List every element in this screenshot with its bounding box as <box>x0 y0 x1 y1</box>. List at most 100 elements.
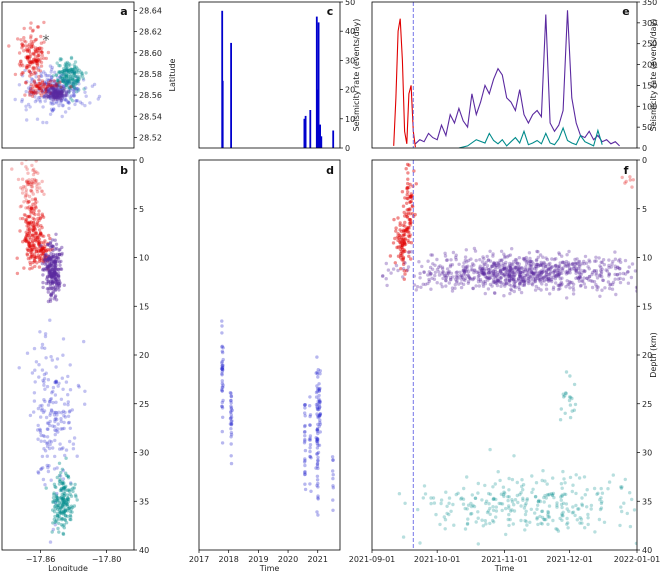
y-tick-label: 10 <box>345 115 355 124</box>
scatter-point-mid_band <box>608 283 612 287</box>
scatter-point-mid_band <box>512 274 517 278</box>
scatter-point-deep_teal_band <box>444 490 448 494</box>
scatter-point-deep_teal_band <box>473 496 478 500</box>
scatter-point-mid <box>51 98 55 102</box>
scatter-point-mid_band <box>594 283 598 287</box>
scatter-point-mid_band <box>451 250 456 255</box>
scatter-point-deep_blue <box>46 465 50 470</box>
scatter-point-shallow <box>33 55 38 59</box>
scatter-point-mid_band <box>494 263 498 268</box>
scatter-point-mid_band <box>630 262 635 266</box>
scatter-point-mid_band <box>570 267 574 271</box>
scatter-point-mid_band <box>543 274 547 278</box>
scatter-point-shallow <box>21 43 25 48</box>
scatter-point-deep_teal_band <box>539 521 543 525</box>
scatter-point-shallow <box>38 46 42 50</box>
scatter-point-deep_blue <box>43 346 47 350</box>
scatter-point-deep_teal_scatter <box>572 408 576 412</box>
scatter-point-shallow <box>31 228 35 232</box>
scatter-point-mid <box>50 274 55 278</box>
scatter-point-mid <box>57 91 61 95</box>
scatter-point-shallow_late <box>640 187 643 190</box>
scatter-point-mid <box>50 281 55 285</box>
scatter-point-mid_band <box>498 276 502 280</box>
scatter-point-deep_teal_scatter <box>564 391 568 395</box>
scatter-point-burst_2021a <box>316 481 320 486</box>
scatter-point-mid_band <box>557 264 561 268</box>
scatter-point-mid <box>48 263 53 268</box>
scatter-point-deep_teal_band <box>564 492 568 497</box>
scatter-point-shallow_early <box>400 243 405 248</box>
scatter-point-burst_2021a <box>315 446 320 450</box>
scatter-point-deep_teal_band <box>531 487 535 491</box>
scatter-point-mid <box>53 96 58 100</box>
scatter-point-mid <box>49 251 53 256</box>
scatter-point-mid_band <box>519 279 524 284</box>
scatter-point-mid_band <box>502 266 506 271</box>
x-tick-label: 2021-09-01 <box>349 555 396 564</box>
panel-label-e: e <box>622 5 629 18</box>
scatter-point-shallow <box>24 239 28 243</box>
scatter-point-deep_blue <box>51 102 55 106</box>
scatter-point-deep_blue <box>40 368 45 372</box>
scatter-point-mid <box>52 94 57 98</box>
scatter-point-shallow <box>40 53 44 58</box>
scatter-point-deep_teal_band <box>493 482 497 486</box>
scatter-point-mid_band <box>597 273 602 277</box>
scatter-point-mid <box>51 244 55 248</box>
scatter-point-deep_blue <box>74 99 79 103</box>
scatter-point-mid_band <box>519 280 523 284</box>
scatter-point-mid <box>42 94 46 99</box>
scatter-point-mid <box>46 265 50 269</box>
scatter-point-deep_blue <box>20 74 25 78</box>
scatter-point-deep_blue <box>38 430 43 435</box>
scatter-point-mid_band <box>537 271 541 276</box>
scatter-point-shallow_side <box>41 251 46 255</box>
scatter-point-deep_teal <box>55 475 59 480</box>
scatter-point-deep_blue <box>51 424 55 428</box>
scatter-point-mid_band <box>552 257 557 262</box>
scatter-point-mid <box>49 258 53 262</box>
scatter-point-deep_teal <box>70 505 75 510</box>
scatter-point-deep_blue <box>50 391 54 395</box>
scatter-point-shallow <box>25 49 30 54</box>
scatter-point-deep_blue <box>51 94 55 98</box>
scatter-point-mid_band <box>459 285 464 290</box>
scatter-point-mid_band <box>550 257 554 261</box>
scatter-point-deep_teal <box>68 517 72 522</box>
scatter-point-mid <box>57 278 61 282</box>
scatter-point-shallow_early <box>401 223 405 227</box>
scatter-point-shallow_trail <box>45 85 49 89</box>
scatter-point-shallow_top <box>10 167 14 171</box>
scatter-point-mid_band <box>505 281 509 285</box>
scatter-point-shallow_top <box>30 177 34 182</box>
scatter-point-mid <box>54 91 58 96</box>
scatter-point-mid <box>53 258 57 263</box>
scatter-point-deep_blue <box>55 75 60 80</box>
scatter-point-burst_2020a <box>302 403 307 407</box>
scatter-point-deep_teal <box>65 67 70 71</box>
scatter-point-mid_band <box>497 264 501 268</box>
scatter-point-deep_teal_band <box>491 518 495 523</box>
scatter-point-mid_band <box>530 267 534 271</box>
scatter-point-burst_2020b <box>308 434 313 438</box>
scatter-point-mid_band <box>557 272 561 277</box>
scatter-point-burst_2017 <box>220 429 224 434</box>
scatter-point-shallow <box>29 250 34 254</box>
scatter-point-shallow <box>27 42 32 47</box>
scatter-point-deep_blue <box>49 90 54 95</box>
scatter-point-mid_band <box>454 255 458 260</box>
scatter-point-burst_2018 <box>229 433 234 437</box>
scatter-point-shallow_early <box>409 257 413 261</box>
scatter-point-mid_band <box>449 271 454 275</box>
scatter-point-mid <box>54 232 58 236</box>
scatter-point-deep_teal_band <box>551 491 556 496</box>
scatter-point-mid_band <box>582 282 586 286</box>
scatter-point-mid_band <box>598 264 602 268</box>
scatter-point-mid_band <box>547 272 551 276</box>
scatter-point-shallow_top <box>26 181 30 185</box>
scatter-point-mid_band <box>520 277 524 281</box>
scatter-point-mid_band <box>525 260 529 264</box>
scatter-point-deep_teal <box>76 74 80 79</box>
scatter-point-deep_blue <box>43 387 47 391</box>
